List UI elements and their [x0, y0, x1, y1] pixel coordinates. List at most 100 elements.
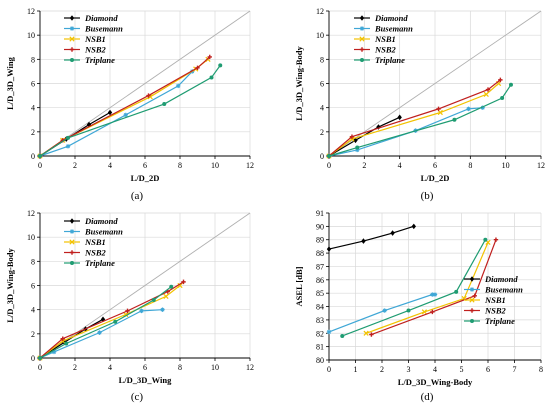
- chart-panel-a: 0 2 4 6 8 10 12 0 2 4 6 8 10 12 L/D_2D L/D_3D_Wing Diamo…: [5, 7, 254, 202]
- data-point: [355, 147, 360, 153]
- x-axis-label: L/D_2D: [421, 173, 450, 183]
- y-tick-label: 87: [316, 262, 324, 271]
- legend-label: NSB2: [484, 306, 507, 316]
- x-tick-label: 8: [539, 365, 543, 374]
- series-line-triplane: [39, 65, 221, 157]
- y-tick-label: 86: [316, 276, 324, 285]
- x-tick-label: 0: [327, 161, 331, 170]
- data-point: [466, 106, 471, 112]
- data-point: [163, 293, 169, 299]
- data-point: [483, 91, 489, 97]
- data-point: [181, 279, 186, 285]
- x-tick-label: 6: [433, 161, 437, 170]
- data-point: [139, 308, 144, 314]
- data-point: [107, 109, 113, 116]
- y-tick-label: 12: [316, 7, 324, 16]
- data-point: [411, 223, 416, 230]
- y-tick-label: 0: [320, 152, 324, 161]
- data-point: [326, 329, 332, 335]
- data-point: [359, 26, 365, 31]
- y-tick-label: 4: [31, 104, 35, 113]
- y-tick-label: 4: [320, 104, 324, 113]
- data-point: [69, 36, 75, 42]
- legend-label: Triplane: [85, 55, 115, 65]
- legend-label: Triplane: [375, 55, 405, 65]
- legend-label: NSB1: [484, 295, 506, 305]
- data-point: [359, 47, 365, 52]
- x-tick-label: 1: [354, 365, 358, 374]
- data-point: [406, 308, 411, 313]
- x-tick-label: 10: [211, 363, 219, 372]
- data-point: [363, 330, 369, 336]
- data-point: [66, 135, 70, 140]
- chart-panel-b: 0 2 4 6 8 10 12 0 2 4 6 8 10 12 L/D_2D L/D_3D_Wing-Body…: [294, 7, 545, 202]
- x-tick-label: 6: [486, 365, 490, 374]
- data-point: [123, 112, 128, 118]
- series-line-nsb2: [39, 56, 211, 157]
- x-tick-label: 8: [178, 363, 182, 372]
- data-point: [160, 307, 165, 312]
- data-point: [382, 308, 387, 313]
- x-tick-label: 10: [211, 161, 219, 170]
- x-tick-label: 6: [143, 363, 147, 372]
- data-point: [195, 65, 200, 70]
- x-tick-label: 0: [38, 161, 42, 170]
- y-tick-label: 10: [27, 31, 35, 40]
- data-point: [493, 237, 499, 242]
- data-point: [38, 154, 42, 158]
- y-axis-label: L/D_3D_Wing-Body: [294, 46, 304, 121]
- data-point: [508, 82, 513, 87]
- x-tick-label: 4: [433, 365, 437, 374]
- data-point: [485, 87, 491, 92]
- legend-label: Busemann: [374, 24, 413, 34]
- legend-label: Busemann: [484, 285, 523, 295]
- y-tick-label: 10: [316, 31, 324, 40]
- data-point: [340, 333, 345, 338]
- x-tick-label: 2: [362, 161, 366, 170]
- data-point: [69, 26, 75, 31]
- data-point: [327, 154, 331, 158]
- data-point: [113, 319, 118, 324]
- legend-label: Busemann: [84, 227, 123, 237]
- x-tick-label: 6: [143, 161, 147, 170]
- y-tick-label: 4: [31, 306, 35, 315]
- legend-label: NSB2: [84, 248, 107, 258]
- data-point: [498, 77, 503, 83]
- x-tick-label: 12: [246, 363, 254, 372]
- data-point: [70, 261, 74, 265]
- y-tick-label: 80: [316, 356, 324, 365]
- legend-label: Diamond: [484, 274, 518, 284]
- data-point: [500, 96, 505, 100]
- legend-label: Busemann: [84, 24, 123, 34]
- legend-label: NSB2: [84, 45, 107, 55]
- x-axis-label: L/D_3D_Wing: [119, 375, 172, 385]
- chart-panel-d: 0 1 2 3 4 5 6 7 8 80 81 82 83 84 85 86 87 88 89 90 91 L/D_3D_…: [294, 209, 543, 403]
- y-tick-label: 8: [320, 55, 324, 64]
- data-point: [469, 276, 475, 282]
- panel-label: (c): [131, 391, 144, 403]
- y-tick-label: 6: [320, 80, 324, 89]
- x-tick-label: 3: [407, 365, 411, 374]
- data-point: [483, 237, 488, 242]
- data-point: [469, 297, 475, 303]
- series-line-nsb1: [328, 83, 499, 157]
- data-point: [146, 93, 151, 98]
- data-point: [177, 282, 183, 289]
- x-tick-label: 2: [73, 161, 77, 170]
- y-tick-label: 2: [31, 330, 35, 339]
- data-point: [470, 319, 474, 323]
- data-point: [69, 15, 75, 21]
- x-tick-label: 4: [108, 161, 112, 170]
- data-point: [353, 137, 358, 144]
- data-point: [207, 54, 212, 60]
- series-line-nsb1: [365, 242, 489, 334]
- series-line-nsb2: [328, 79, 501, 157]
- data-point: [361, 238, 366, 244]
- legend-label: Triplane: [485, 316, 515, 326]
- y-axis-label: ASEL [dB]: [294, 266, 304, 306]
- x-tick-label: 2: [380, 365, 384, 374]
- data-point: [60, 336, 65, 341]
- y-tick-label: 0: [31, 354, 35, 363]
